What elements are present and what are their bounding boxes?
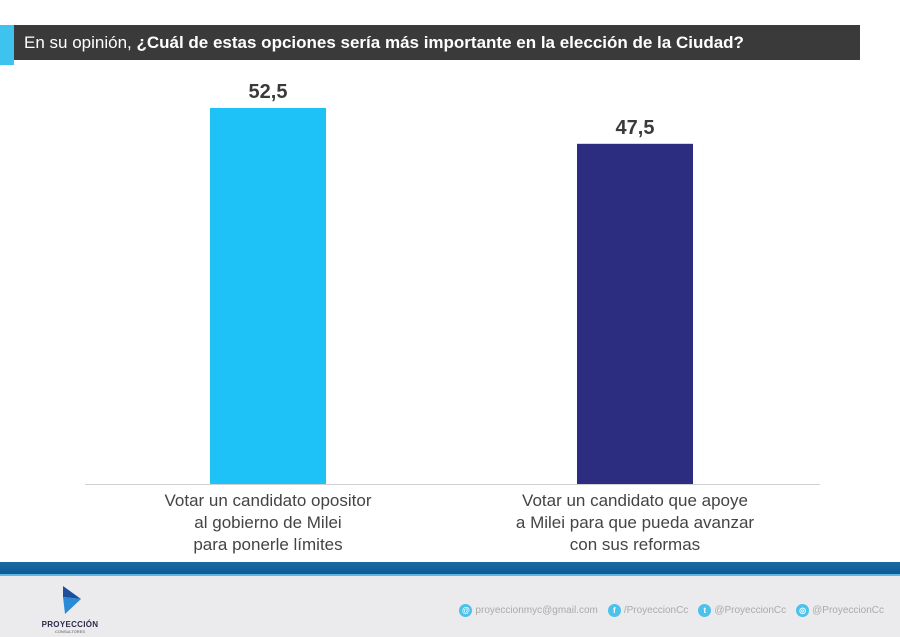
category-line: a Milei para que pueda avanzar: [515, 513, 755, 532]
logo: PROYECCIÓN CONSULTORES: [40, 585, 100, 634]
instagram-icon: ◎: [796, 604, 810, 617]
contact-instagram[interactable]: ◎ @ProyeccionCc: [796, 604, 884, 617]
title-question: ¿Cuál de estas opciones sería más import…: [136, 33, 744, 52]
contact-text: @ProyeccionCc: [812, 605, 884, 616]
contact-twitter[interactable]: t @ProyeccionCc: [698, 604, 786, 617]
email-icon: @: [459, 604, 473, 617]
footer-band: [0, 562, 900, 576]
contact-facebook[interactable]: f/ProyeccionCc: [607, 604, 689, 617]
category-line: al gobierno de Milei: [194, 513, 342, 532]
contact-text: @ProyeccionCc: [714, 605, 787, 616]
category-line: para ponerle límites: [193, 535, 343, 554]
data-label-0: 52,5: [249, 81, 288, 103]
contact-text: proyeccionmyc@gmail.com: [475, 605, 598, 616]
category-line: Votar un candidato que apoye: [522, 491, 748, 510]
contact-email[interactable]: @ proyeccionmyc@gmail.com: [459, 604, 598, 617]
facebook-icon: f: [607, 604, 621, 617]
bar-chart: 52,5 47,5: [85, 81, 820, 485]
bar-0: [210, 108, 326, 484]
contacts: @ proyeccionmyc@gmail.com f/ProyeccionCc …: [459, 604, 884, 617]
category-label-0: Votar un candidato opositor al gobierno …: [118, 490, 418, 556]
data-label-1: 47,5: [616, 117, 655, 139]
logo-subtitle: CONSULTORES: [54, 629, 86, 634]
category-line: Votar un candidato opositor: [164, 491, 372, 510]
category-label-1: Votar un candidato que apoye a Milei par…: [485, 490, 785, 556]
title-prefix: En su opinión,: [24, 33, 137, 52]
footer: [0, 576, 900, 637]
twitter-icon: t: [698, 604, 712, 617]
logo-arrow-icon: [63, 586, 81, 614]
category-line: con sus reformas: [569, 535, 701, 554]
chart-title: En su opinión, ¿Cuál de estas opciones s…: [14, 25, 860, 60]
header-accent: [0, 25, 14, 65]
contact-text: /ProyeccionCc: [623, 605, 689, 616]
logo-name: PROYECCIÓN: [41, 620, 99, 629]
bar-1: [577, 143, 693, 485]
